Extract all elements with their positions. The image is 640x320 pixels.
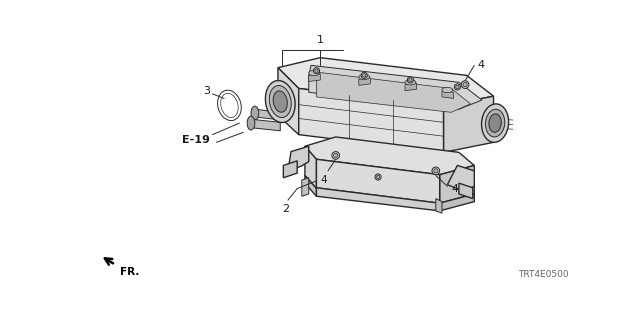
Ellipse shape — [359, 74, 369, 80]
Ellipse shape — [273, 91, 287, 112]
Polygon shape — [359, 78, 371, 85]
Polygon shape — [308, 74, 320, 82]
Text: 4: 4 — [321, 175, 328, 185]
Ellipse shape — [333, 153, 338, 157]
Polygon shape — [447, 165, 474, 191]
Ellipse shape — [314, 68, 319, 74]
Ellipse shape — [247, 116, 255, 130]
Ellipse shape — [489, 114, 501, 132]
Ellipse shape — [405, 80, 416, 85]
Ellipse shape — [434, 169, 438, 173]
Polygon shape — [316, 72, 470, 112]
Polygon shape — [436, 198, 442, 213]
Text: FR.: FR. — [120, 267, 140, 277]
Polygon shape — [299, 88, 444, 152]
Text: 4: 4 — [451, 184, 458, 194]
Polygon shape — [442, 91, 454, 99]
Ellipse shape — [266, 81, 295, 123]
Ellipse shape — [463, 83, 467, 87]
Ellipse shape — [308, 70, 319, 76]
Polygon shape — [305, 175, 316, 196]
Ellipse shape — [485, 109, 505, 137]
Ellipse shape — [376, 175, 380, 179]
Polygon shape — [302, 178, 308, 196]
Polygon shape — [284, 161, 297, 178]
Ellipse shape — [362, 74, 366, 77]
Ellipse shape — [409, 78, 412, 82]
Ellipse shape — [332, 152, 340, 159]
Polygon shape — [305, 146, 316, 188]
Text: 2: 2 — [282, 204, 289, 214]
Polygon shape — [405, 83, 417, 91]
Ellipse shape — [454, 84, 460, 90]
Ellipse shape — [375, 174, 381, 180]
Ellipse shape — [315, 69, 318, 72]
Ellipse shape — [407, 77, 413, 83]
Text: 1: 1 — [317, 35, 324, 45]
Text: E-19: E-19 — [182, 135, 209, 145]
Polygon shape — [316, 159, 440, 203]
Ellipse shape — [269, 85, 291, 117]
Polygon shape — [459, 183, 473, 198]
Polygon shape — [440, 194, 474, 211]
Text: 3: 3 — [204, 86, 211, 96]
Polygon shape — [444, 96, 493, 152]
Polygon shape — [278, 68, 299, 135]
Polygon shape — [255, 109, 282, 120]
Ellipse shape — [481, 104, 509, 142]
Ellipse shape — [251, 106, 259, 120]
Ellipse shape — [456, 85, 459, 89]
Polygon shape — [316, 188, 440, 211]
Text: TRT4E0500: TRT4E0500 — [518, 270, 568, 279]
Polygon shape — [251, 119, 280, 131]
Polygon shape — [305, 137, 474, 175]
Ellipse shape — [461, 81, 469, 88]
Text: 4: 4 — [477, 60, 484, 70]
Polygon shape — [288, 146, 308, 171]
Ellipse shape — [432, 167, 440, 175]
Polygon shape — [308, 65, 482, 109]
Ellipse shape — [442, 87, 452, 93]
Polygon shape — [278, 58, 493, 106]
Polygon shape — [440, 165, 474, 203]
Ellipse shape — [361, 72, 367, 78]
